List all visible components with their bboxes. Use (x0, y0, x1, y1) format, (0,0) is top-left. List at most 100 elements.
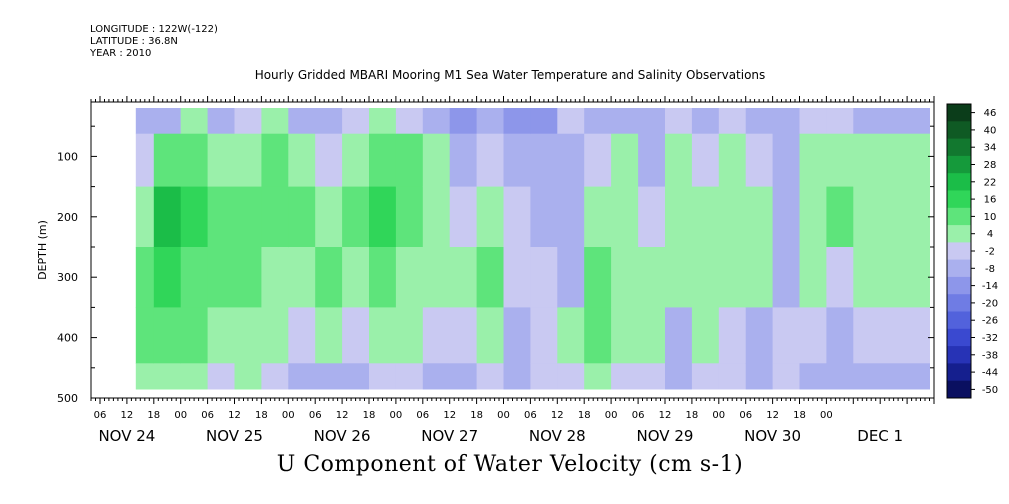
x-hour-label: 12 (228, 410, 241, 421)
heatmap-cell (503, 133, 531, 188)
heatmap-cell (691, 133, 720, 188)
heatmap-cell (288, 307, 316, 364)
x-day-labels: NOV 24 NOV 25 NOV 26 NOV 27 NOV 28 NOV 29 NOV … (98, 427, 903, 445)
x-hour-label: 00 (605, 410, 618, 421)
heatmap-cell (611, 363, 639, 390)
heatmap-cell (369, 307, 397, 364)
heatmap-cell (503, 363, 531, 390)
heatmap-cell (153, 133, 182, 188)
heatmap-cell (665, 307, 693, 364)
y-tick-label: 200 (57, 211, 78, 224)
x-hour-label: 00 (712, 410, 725, 421)
heatmap-cell (853, 133, 930, 188)
heatmap-cell (207, 108, 235, 135)
heatmap-cell (772, 108, 800, 135)
heatmap-cell (826, 108, 854, 135)
x-hour-label: 18 (578, 410, 591, 421)
heatmap-cell (584, 108, 612, 135)
heatmap-cell (180, 186, 209, 248)
colorbar-swatch (947, 121, 971, 139)
heatmap-cell (665, 363, 693, 390)
heatmap-cell (557, 307, 585, 364)
heatmap-cell (530, 247, 558, 308)
heatmap-cell (530, 186, 558, 248)
heatmap-cell (745, 108, 774, 135)
heatmap-cell (369, 108, 397, 135)
heatmap-cell (799, 307, 827, 364)
x-hour-label: 00 (390, 410, 403, 421)
heatmap-cell (369, 133, 397, 188)
colorbar-label: -20 (982, 298, 998, 309)
colorbar-swatch (947, 311, 971, 330)
latitude-label: LATITUDE : 36.8N (90, 36, 178, 47)
colorbar-label: -8 (985, 264, 995, 275)
heatmap-cell (853, 363, 930, 390)
x-hour-label: 12 (336, 410, 349, 421)
heatmap-cell (638, 307, 666, 364)
x-hour-label: 12 (551, 410, 564, 421)
x-hour-label: 06 (201, 410, 214, 421)
heatmap-cell (207, 133, 235, 188)
heatmap-cell (799, 186, 827, 248)
heatmap-cell (234, 307, 262, 364)
heatmap-cell (772, 307, 800, 364)
colorbar-swatch (947, 155, 971, 174)
heatmap-cell (261, 247, 289, 308)
heatmap-cell (611, 247, 639, 308)
x-hour-label: 18 (470, 410, 483, 421)
heatmap-cell (422, 186, 451, 248)
x-day-label: NOV 27 (421, 427, 478, 445)
heatmap-cell (638, 133, 666, 188)
colorbar-swatch (947, 242, 971, 261)
heatmap-cell (772, 247, 800, 308)
heatmap-cell (261, 133, 289, 188)
heatmap-cell (180, 307, 209, 364)
x-hour-labels: 06 12 18 00 06 12 18 00 06 12 18 00 06 12 18 00 06 12 18 00… (94, 410, 833, 421)
heatmap-cell (207, 247, 235, 308)
heatmap-cell (557, 186, 585, 248)
colorbar-label: 28 (984, 160, 997, 171)
x-hour-label: 00 (282, 410, 295, 421)
heatmap-cell (342, 186, 370, 248)
heatmap-cell (503, 247, 531, 308)
heatmap-cell (853, 186, 930, 248)
heatmap-cell (422, 108, 451, 135)
heatmap-cell (691, 108, 720, 135)
heatmap-cell (395, 108, 424, 135)
colorbar-swatch (947, 207, 971, 226)
heatmap-cell (584, 186, 612, 248)
x-hour-label: 18 (363, 410, 376, 421)
heatmap-cell (557, 108, 585, 135)
heatmap-cell (135, 363, 155, 390)
heatmap-cell (691, 363, 720, 390)
heatmap-cell (691, 186, 720, 248)
x-hour-label: 00 (820, 410, 833, 421)
heatmap-cell (718, 108, 747, 135)
x-hour-label: 18 (255, 410, 268, 421)
heatmap-cell (530, 133, 558, 188)
y-tick-label: 500 (57, 392, 78, 405)
heatmap-cell (530, 108, 558, 135)
heatmap-cell (153, 307, 182, 364)
y-tick-label: 400 (57, 332, 78, 345)
heatmap-cell (638, 363, 666, 390)
heatmap-cell (288, 363, 316, 390)
heatmap-cell (342, 247, 370, 308)
heatmap-cell (422, 363, 451, 390)
heatmap-cell (342, 363, 370, 390)
heatmap-cell (772, 186, 800, 248)
heatmap-cell (369, 363, 397, 390)
heatmap-cell (395, 363, 424, 390)
heatmap-cell (611, 133, 639, 188)
heatmap-cell (826, 133, 854, 188)
heatmap-cell (261, 307, 289, 364)
y-tick-labels: 100 200 300 400 500 (57, 150, 78, 405)
heatmap-cell (584, 307, 612, 364)
heatmap-cell (288, 247, 316, 308)
colorbar-swatch (947, 294, 971, 312)
heatmap-cell (395, 247, 424, 308)
heatmap-cell (207, 186, 235, 248)
x-hour-label: 06 (524, 410, 537, 421)
heatmap-cell (342, 108, 370, 135)
